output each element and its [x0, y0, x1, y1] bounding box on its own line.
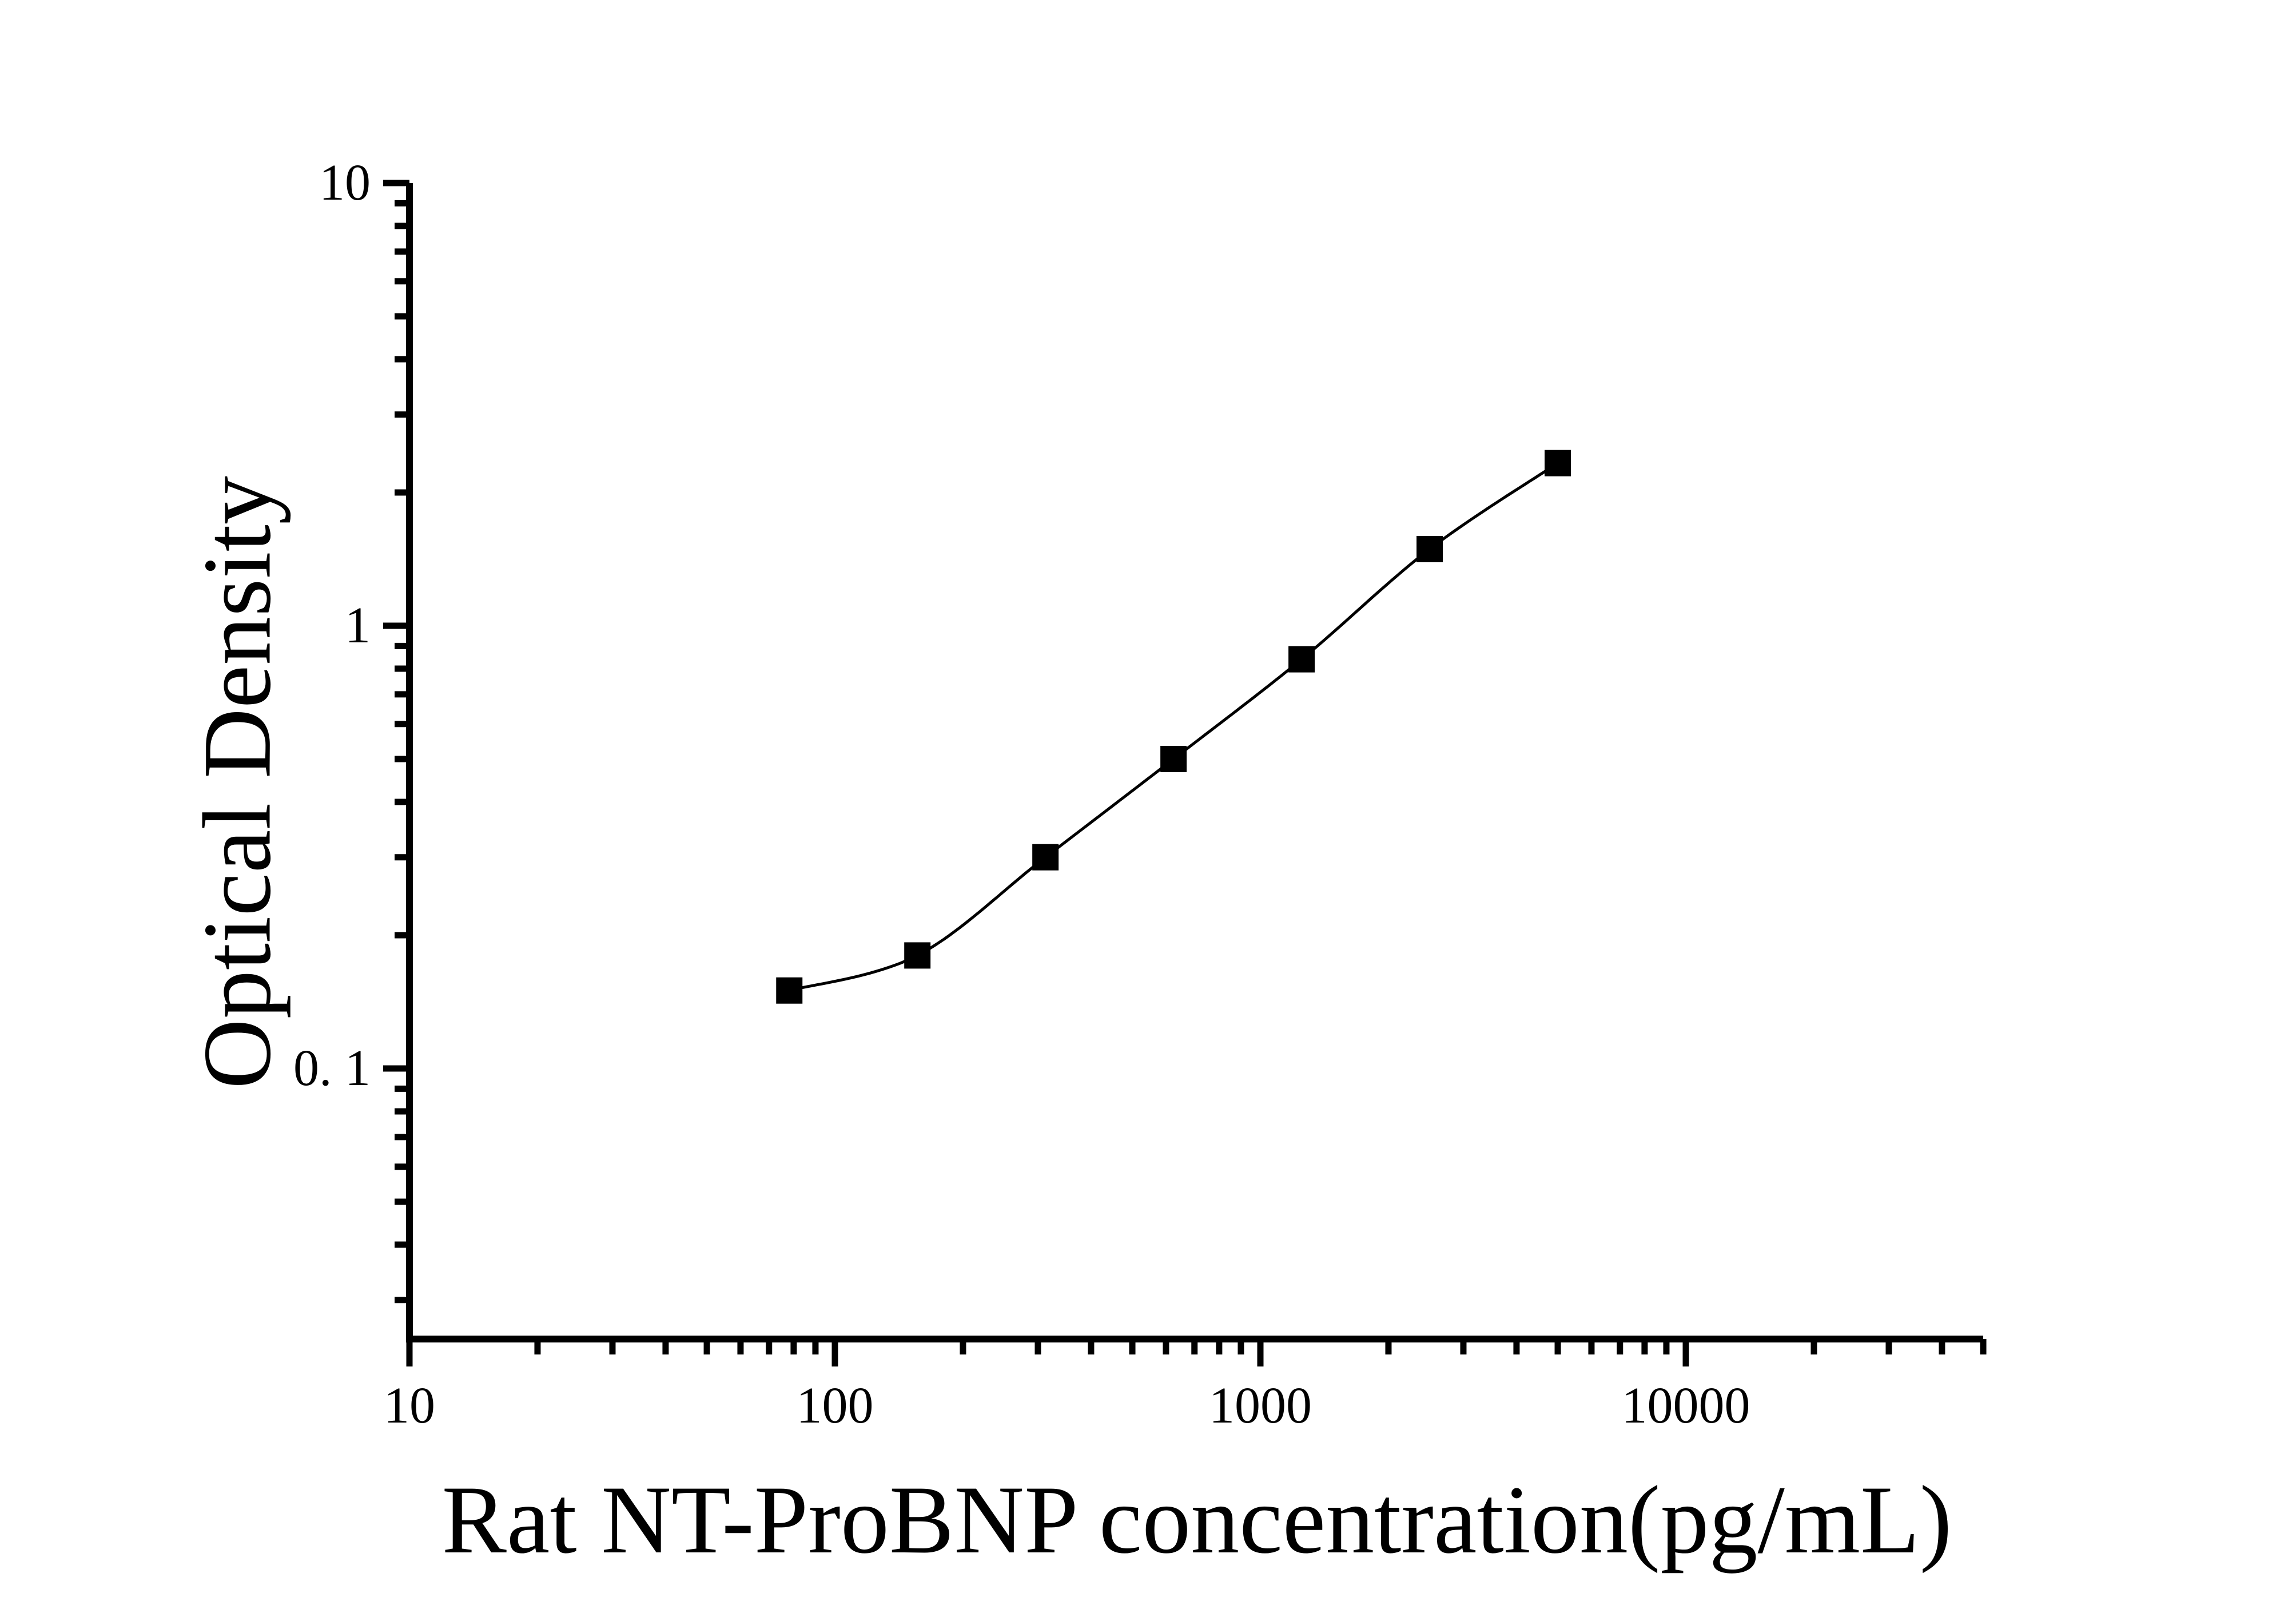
- x-tick-label-1000: 1000: [1209, 1377, 1312, 1434]
- data-point-1250: [1288, 646, 1315, 673]
- axes-lines: [406, 183, 1984, 1342]
- data-point-2500: [1416, 535, 1443, 562]
- data-point-312.5: [1032, 844, 1059, 871]
- x-axis-title: Rat NT-ProBNP concentration(pg/mL): [441, 1466, 1952, 1574]
- x-tick-label-10: 10: [384, 1377, 435, 1434]
- y-tick-label-10: 10: [319, 154, 371, 211]
- x-tick-label-10000: 10000: [1621, 1377, 1750, 1434]
- y-axis-title: Optical Density: [183, 476, 291, 1089]
- x-tick-label-100: 100: [796, 1377, 874, 1434]
- data-point-156.25: [904, 942, 931, 969]
- data-point-78.13: [776, 977, 803, 1004]
- y-tick-label-0. 1: 0. 1: [293, 1040, 371, 1097]
- data-point-625: [1160, 745, 1187, 772]
- data-point-5000: [1545, 450, 1571, 476]
- y-tick-label-1: 1: [345, 597, 371, 654]
